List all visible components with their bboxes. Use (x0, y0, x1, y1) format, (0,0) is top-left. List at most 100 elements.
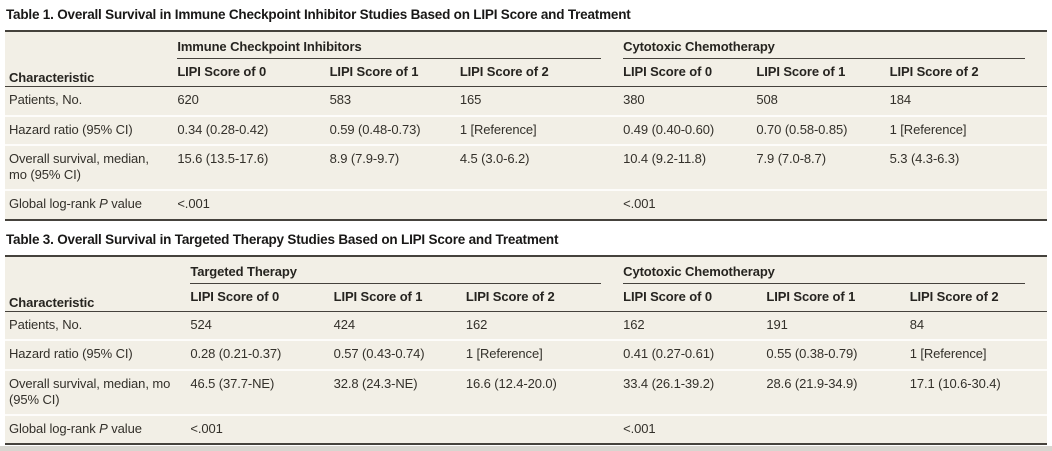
data-cell (766, 413, 910, 445)
table3-spanner-row: Characteristic Targeted Therapy Cytotoxi… (5, 255, 1047, 312)
spanner-cytotoxic-chemotherapy: Cytotoxic Chemotherapy (623, 256, 1047, 284)
column-header: LIPI Score of 2 (459, 59, 624, 88)
data-cell: 7.9 (7.0-8.7) (756, 143, 890, 191)
data-cell: 380 (623, 92, 645, 108)
data-cell: <.001 (190, 413, 334, 445)
label-text: Global log-rank (9, 196, 100, 212)
data-cell: 424 (333, 317, 355, 332)
label-italic-p: P (99, 196, 108, 212)
row-label: Global log-rank P value (5, 189, 178, 220)
data-cell: 524 (190, 317, 212, 332)
table3: Characteristic Targeted Therapy Cytotoxi… (5, 254, 1047, 446)
column-header: LIPI Score of 1 (333, 283, 466, 312)
characteristic-header: Characteristic (5, 255, 191, 312)
table-row-patients: Patients, No. 524 424 162 162 191 84 (5, 312, 1047, 341)
data-cell: 15.6 (13.5-17.6) (177, 143, 330, 191)
data-cell (459, 189, 624, 220)
table-row-overall-survival: Overall survival, median, mo (95% CI) 15… (5, 143, 1047, 191)
spanner-label: Cytotoxic Chemotherapy (623, 39, 1025, 60)
row-label: Overall survival, median, mo (95% CI) (5, 368, 191, 415)
row-label: Hazard ratio (95% CI) (5, 339, 191, 370)
table-row-overall-survival: Overall survival, median, mo (95% CI) 46… (5, 368, 1047, 415)
spanner-targeted-therapy: Targeted Therapy (190, 256, 623, 284)
data-cell: <.001 (623, 189, 757, 220)
data-cell: 4.5 (3.0-6.2) (459, 143, 624, 191)
table-row-patients: Patients, No. 620 583 165 380 508 184 (5, 87, 1047, 116)
data-cell: 0.28 (0.21-0.37) (190, 339, 334, 370)
data-cell: 17.1 (10.6-30.4) (909, 368, 1047, 415)
column-header: LIPI Score of 2 (909, 283, 1047, 312)
column-header: LIPI Score of 1 (756, 59, 890, 88)
row-label: Patients, No. (9, 92, 83, 108)
data-cell: 32.8 (24.3-NE) (333, 368, 466, 415)
data-cell: 5.3 (4.3-6.3) (889, 143, 1047, 191)
data-cell (756, 189, 890, 220)
column-header: LIPI Score of 1 (329, 59, 460, 88)
bottom-edge-strip (0, 446, 1052, 451)
data-cell: 16.6 (12.4-20.0) (465, 368, 624, 415)
column-header: LIPI Score of 2 (465, 283, 624, 312)
table-row-hazard-ratio: Hazard ratio (95% CI) 0.28 (0.21-0.37) 0… (5, 339, 1047, 370)
data-cell: 0.57 (0.43-0.74) (333, 339, 466, 370)
table1-spanner-row: Characteristic Immune Checkpoint Inhibit… (5, 30, 1047, 88)
column-header: LIPI Score of 1 (766, 283, 910, 312)
table1-column-header-row: LIPI Score of 0 LIPI Score of 1 LIPI Sco… (5, 59, 1047, 88)
data-cell: <.001 (177, 189, 330, 220)
data-cell: 0.41 (0.27-0.61) (623, 339, 767, 370)
data-cell: 28.6 (21.9-34.9) (766, 368, 910, 415)
data-cell (333, 413, 466, 445)
data-cell: 0.49 (0.40-0.60) (623, 114, 757, 145)
label-italic-p: P (99, 421, 108, 436)
data-cell (465, 413, 624, 445)
data-cell: 1 [Reference] (459, 114, 624, 145)
characteristic-header: Characteristic (5, 30, 178, 88)
data-cell: 0.59 (0.48-0.73) (329, 114, 460, 145)
data-cell: 1 [Reference] (889, 114, 1047, 145)
row-label: Overall survival, median, mo (95% CI) (5, 143, 178, 191)
column-header: LIPI Score of 0 (190, 283, 334, 312)
spanner-immune-checkpoint-inhibitors: Immune Checkpoint Inhibitors (177, 31, 623, 60)
data-cell: 84 (909, 317, 924, 332)
table3-title: Table 3. Overall Survival in Targeted Th… (6, 231, 559, 247)
table-row-hazard-ratio: Hazard ratio (95% CI) 0.34 (0.28-0.42) 0… (5, 114, 1047, 145)
data-cell: 0.70 (0.58-0.85) (756, 114, 890, 145)
data-cell: 46.5 (37.7-NE) (190, 368, 334, 415)
table1: Characteristic Immune Checkpoint Inhibit… (5, 29, 1047, 221)
row-label: Global log-rank P value (5, 413, 191, 445)
data-cell (329, 189, 460, 220)
spanner-cytotoxic-chemotherapy: Cytotoxic Chemotherapy (623, 31, 1047, 60)
data-cell: 0.34 (0.28-0.42) (177, 114, 330, 145)
data-cell: 0.55 (0.38-0.79) (766, 339, 910, 370)
table3-column-header-row: LIPI Score of 0 LIPI Score of 1 LIPI Sco… (5, 283, 1047, 312)
spanner-label: Targeted Therapy (190, 264, 602, 284)
row-label: Hazard ratio (95% CI) (5, 114, 178, 145)
data-cell: 165 (459, 92, 482, 108)
data-cell: 10.4 (9.2-11.8) (623, 143, 757, 191)
column-header: LIPI Score of 0 (623, 283, 767, 312)
label-text: value (107, 196, 142, 212)
data-cell: 162 (465, 317, 488, 332)
label-text: value (107, 421, 142, 436)
column-header: LIPI Score of 0 (177, 59, 330, 88)
data-cell: <.001 (623, 413, 767, 445)
row-label: Patients, No. (9, 317, 83, 332)
column-header: LIPI Score of 2 (889, 59, 1047, 88)
data-cell (909, 413, 1047, 445)
data-cell: 33.4 (26.1-39.2) (623, 368, 767, 415)
data-cell: 1 [Reference] (909, 339, 1047, 370)
data-cell: 508 (756, 92, 778, 108)
data-cell: 1 [Reference] (465, 339, 624, 370)
table1-title: Table 1. Overall Survival in Immune Chec… (6, 7, 631, 22)
data-cell: 620 (177, 92, 199, 108)
data-cell: 191 (766, 317, 788, 332)
data-cell: 583 (329, 92, 351, 108)
data-cell: 184 (889, 92, 912, 108)
label-text: Global log-rank (9, 421, 100, 436)
table-row-global-log-rank: Global log-rank P value <.001 <.001 (5, 189, 1047, 220)
data-cell (889, 189, 1047, 220)
spanner-label: Cytotoxic Chemotherapy (623, 264, 1025, 284)
data-cell: 8.9 (7.9-9.7) (329, 143, 460, 191)
data-cell: 162 (623, 317, 645, 332)
spanner-label: Immune Checkpoint Inhibitors (177, 39, 602, 60)
